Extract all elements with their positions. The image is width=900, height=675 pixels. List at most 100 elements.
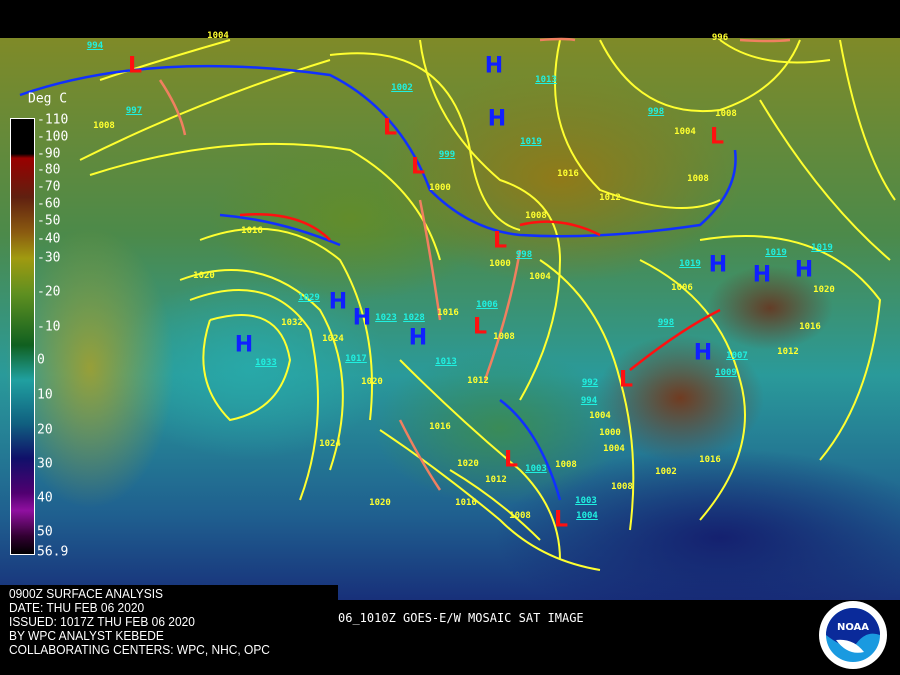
satellite-label: 06_1010Z GOES-E/W MOSAIC SAT IMAGE <box>338 611 584 625</box>
isobar-label: 1020 <box>361 377 383 387</box>
warm-front <box>519 220 601 237</box>
isobar <box>329 52 521 231</box>
center-pressure-label: 1004 <box>576 511 598 521</box>
map-title: 0900Z SURFACE ANALYSIS <box>9 586 163 601</box>
isobar-label: 1020 <box>813 285 835 295</box>
isobar <box>759 99 891 261</box>
isobar-label: 1016 <box>699 455 721 465</box>
colorbar-tick: -70 <box>37 179 61 195</box>
colorbar-tick: -30 <box>37 250 61 266</box>
warm-front <box>239 213 331 241</box>
center-pressure-label: 992 <box>581 378 599 388</box>
high-pressure-center: H <box>693 340 713 366</box>
trough-line <box>539 37 576 42</box>
high-pressure-center: H <box>752 262 772 288</box>
center-pressure-label: 1009 <box>715 368 737 378</box>
isobar-label: 1002 <box>655 467 677 477</box>
isobar-label: 1008 <box>93 121 115 131</box>
center-pressure-label: 998 <box>647 107 665 117</box>
center-pressure-label: 997 <box>125 106 143 116</box>
isobar <box>839 39 896 201</box>
center-pressure-label: 1006 <box>476 300 498 310</box>
center-pressure-label: 1019 <box>520 137 542 147</box>
center-pressure-label: 1019 <box>679 259 701 269</box>
isobar <box>449 469 541 541</box>
satellite-background <box>0 38 900 600</box>
isobar-label: 1020 <box>193 271 215 281</box>
center-pressure-label: 1013 <box>535 75 557 85</box>
high-pressure-center: H <box>708 252 728 278</box>
isobar-label: 1008 <box>611 482 633 492</box>
center-pressure-label: 1033 <box>255 358 277 368</box>
isobar <box>379 429 601 571</box>
center-pressure-label: 1002 <box>391 83 413 93</box>
colorbar-tick: -60 <box>37 196 61 212</box>
isobar-label: 1020 <box>369 498 391 508</box>
center-pressure-label: 1013 <box>435 357 457 367</box>
temperature-colorbar <box>10 118 35 555</box>
isobar-label: 1032 <box>281 318 303 328</box>
low-pressure-center: L <box>553 507 569 533</box>
isobar <box>89 142 441 261</box>
center-pressure-label: 1029 <box>298 293 320 303</box>
high-pressure-center: H <box>487 106 507 132</box>
center-pressure-label: 1017 <box>345 354 367 364</box>
isobar-label: 1004 <box>207 31 229 41</box>
date-line: DATE: THU FEB 06 2020 <box>9 600 145 615</box>
high-pressure-center: H <box>408 325 428 351</box>
isobar <box>419 39 562 401</box>
isobar-label: 1016 <box>429 422 451 432</box>
isobar <box>539 259 635 531</box>
trough-line <box>418 199 442 321</box>
isobar-label: 1000 <box>429 183 451 193</box>
isobar-label: 1004 <box>674 127 696 137</box>
isobar-label: 1012 <box>777 347 799 357</box>
center-pressure-label: 1007 <box>726 351 748 361</box>
isobar-label: 1006 <box>671 283 693 293</box>
low-pressure-center: L <box>709 124 725 150</box>
high-pressure-center: H <box>352 305 372 331</box>
colorbar-tick: 10 <box>37 387 53 403</box>
center-pressure-label: 1003 <box>575 496 597 506</box>
isobar-label: 1016 <box>455 498 477 508</box>
isobar <box>719 39 831 64</box>
isobar <box>189 289 319 501</box>
colorbar-tick: 0 <box>37 352 45 368</box>
colorbar-tick: 40 <box>37 490 53 506</box>
cold-front <box>499 399 562 501</box>
warm-front <box>629 308 721 371</box>
center-pressure-label: 998 <box>657 318 675 328</box>
colorbar-tick: 20 <box>37 422 53 438</box>
isobar <box>639 259 746 521</box>
isobar <box>99 39 231 81</box>
center-pressure-label: 999 <box>438 150 456 160</box>
isobar <box>554 39 721 209</box>
colorbar-tick: 50 <box>37 524 53 540</box>
isobar <box>699 235 882 461</box>
colorbar-tick: -100 <box>37 129 69 145</box>
low-pressure-center: L <box>127 53 143 79</box>
isobar-label: 1020 <box>457 459 479 469</box>
isobar-label: 1008 <box>525 211 547 221</box>
colorbar-tick: -10 <box>37 319 61 335</box>
center-pressure-label: 994 <box>86 41 104 51</box>
cold-front <box>19 64 737 238</box>
center-pressure-label: 1023 <box>375 313 397 323</box>
colorbar-unit: Deg C <box>28 91 68 107</box>
isobar <box>202 314 292 422</box>
isobar-label: 996 <box>711 33 729 43</box>
colorbar-tick: -20 <box>37 284 61 300</box>
isobar-label: 1000 <box>489 259 511 269</box>
low-pressure-center: L <box>492 228 508 254</box>
trough-line <box>398 419 442 491</box>
isobar-label: 1016 <box>799 322 821 332</box>
isobar-label: 1004 <box>529 272 551 282</box>
info-box: 0900Z SURFACE ANALYSIS DATE: THU FEB 06 … <box>0 585 338 675</box>
center-pressure-label: 994 <box>580 396 598 406</box>
analyst-line: BY WPC ANALYST KEBEDE <box>9 628 164 643</box>
isobar-label: 1008 <box>687 174 709 184</box>
high-pressure-center: H <box>484 53 504 79</box>
noaa-logo-text: NOAA <box>837 622 869 633</box>
isobar-label: 1004 <box>603 444 625 454</box>
